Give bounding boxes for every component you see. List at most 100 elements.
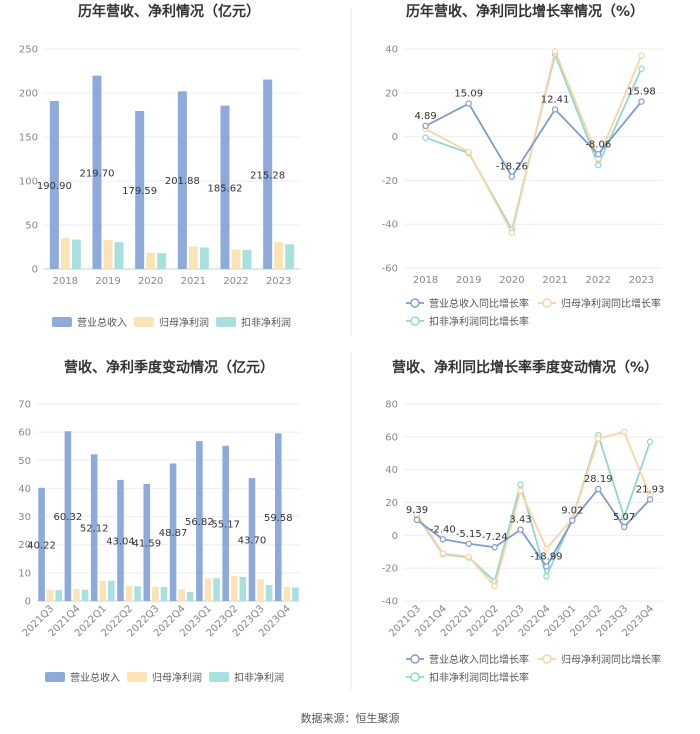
x-tick-label: 2019: [456, 275, 481, 286]
bar-revenue: [143, 483, 151, 601]
bar-data-label: 59.58: [264, 513, 293, 524]
legend-marker-deducted_growth: [410, 316, 420, 326]
legend-swatch-net_profit: [134, 317, 154, 327]
y-tick-label: 100: [19, 177, 38, 188]
y-tick-label: 0: [392, 531, 398, 542]
bar-net_profit: [99, 580, 107, 601]
point-net_growth: [638, 52, 645, 59]
bar-net_profit: [103, 239, 113, 269]
bar-net_profit: [274, 242, 284, 269]
y-tick-label: 0: [392, 132, 398, 143]
bar-data-label: 215.28: [250, 170, 285, 181]
line-data-label: 4.89: [414, 111, 436, 122]
annual-bar-chart: 历年营收、净利情况（亿元） 0 50 100 150 200 250 2018 2019 2020…: [19, 3, 300, 329]
x-tick-label: 2018: [53, 276, 78, 287]
legend-label: 扣非净利润同比增长率: [429, 315, 529, 328]
bar-data-label: 190.90: [37, 181, 72, 192]
point-revenue_growth: [465, 540, 472, 547]
line-data-label: 5.07: [613, 512, 635, 523]
bar-deducted_profit: [81, 589, 89, 601]
point-deducted_growth: [422, 134, 429, 141]
x-tick-label: 2020: [138, 276, 163, 287]
bar-deducted_profit: [292, 587, 299, 601]
bar-deducted_profit: [242, 250, 252, 269]
x-tick-label: 2021: [181, 276, 206, 287]
legend-label: 归母净利润同比增长率: [561, 653, 661, 666]
point-revenue_growth: [595, 151, 602, 158]
y-tick-label: 10: [18, 568, 31, 579]
legend-label: 归母净利润: [152, 671, 202, 684]
bar-revenue: [64, 431, 72, 601]
point-deducted_growth: [543, 573, 550, 580]
line-data-label: 9.39: [406, 505, 428, 516]
bar-net_profit: [46, 589, 54, 601]
line-revenue_growth: [425, 101, 643, 179]
quarter-bar-legend: 营业总收入 归母净利润 扣非净利润: [45, 671, 284, 684]
bar-deducted_profit: [186, 591, 194, 601]
point-net_growth: [551, 47, 559, 55]
point-net_growth: [620, 428, 628, 436]
bar-net_profit: [73, 588, 80, 601]
line-data-label: 15.09: [454, 89, 483, 100]
bar-data-label: 55.17: [211, 519, 240, 530]
y-tick-label: 20: [18, 540, 31, 551]
y-tick-label: 30: [18, 512, 31, 523]
bar-deducted_profit: [265, 584, 273, 601]
legend-marker-revenue_growth: [410, 654, 420, 664]
y-tick-label: 40: [385, 45, 398, 56]
bar-deducted_profit: [213, 578, 220, 601]
y-tick-label: -60: [382, 264, 398, 275]
point-revenue_growth: [517, 526, 524, 533]
bar-data-label: 56.82: [185, 517, 214, 528]
bar-net_profit: [231, 249, 241, 269]
line-data-label: 21.93: [636, 484, 665, 495]
y-tick-label: 60: [385, 432, 398, 443]
bar-deducted_profit: [157, 253, 167, 269]
bar-revenue: [196, 441, 203, 601]
legend-label: 营业总收入: [70, 671, 120, 684]
quarter-line-chart: 营收、净利同比增长率季度变动情况（%）-40-200204060802021Q3…: [382, 359, 665, 684]
bar-data-label: 48.87: [159, 528, 188, 539]
bar-data-label: 219.70: [80, 168, 115, 179]
source-note: 数据来源：恒生聚源: [301, 711, 400, 725]
bar-net_profit: [60, 238, 70, 269]
bar-deducted_profit: [160, 586, 168, 601]
bar-deducted_profit: [134, 586, 141, 601]
point-revenue_growth: [465, 100, 472, 107]
line-net_growth: [416, 430, 651, 589]
point-net_growth: [517, 487, 524, 495]
bar-deducted_profit: [114, 242, 124, 269]
quarter-bar-chart: 营收、净利季度变动情况（亿元）0102030405060702021Q32021…: [18, 359, 300, 684]
y-tick-label: 0: [25, 597, 31, 608]
point-net_growth: [595, 435, 602, 442]
x-tick-label: 2020: [499, 275, 524, 286]
y-tick-label: 40: [385, 465, 398, 476]
bar-net_profit: [204, 578, 212, 601]
point-net_growth: [439, 550, 447, 557]
point-net_growth: [491, 583, 498, 590]
line-data-label: -5.15: [456, 529, 482, 540]
x-tick-label: 2018: [413, 275, 438, 286]
quarter-line-title: 营收、净利同比增长率季度变动情况（%）: [392, 359, 658, 376]
y-tick-label: 60: [18, 428, 31, 439]
bar-data-label: 185.62: [208, 183, 243, 194]
y-tick-label: 20: [385, 498, 398, 509]
y-tick-label: -40: [382, 597, 398, 608]
legend-marker-net_growth: [542, 298, 552, 308]
bar-data-label: 40.22: [27, 540, 56, 551]
point-revenue_growth: [543, 563, 550, 570]
bar-net_profit: [146, 252, 156, 269]
x-tick-label: 2021: [542, 275, 567, 286]
legend-marker-deducted_growth: [410, 672, 420, 682]
bar-revenue: [220, 105, 230, 269]
y-tick-label: 200: [19, 89, 38, 100]
line-data-label: -2.40: [430, 524, 456, 535]
bar-data-label: 43.04: [106, 536, 135, 547]
point-net_growth: [465, 148, 472, 156]
x-tick-label: 2023: [266, 276, 291, 287]
point-deducted_growth: [620, 514, 628, 521]
legend-swatch-deducted_profit: [216, 317, 236, 327]
point-revenue_growth: [413, 516, 421, 524]
bar-revenue: [90, 454, 98, 601]
